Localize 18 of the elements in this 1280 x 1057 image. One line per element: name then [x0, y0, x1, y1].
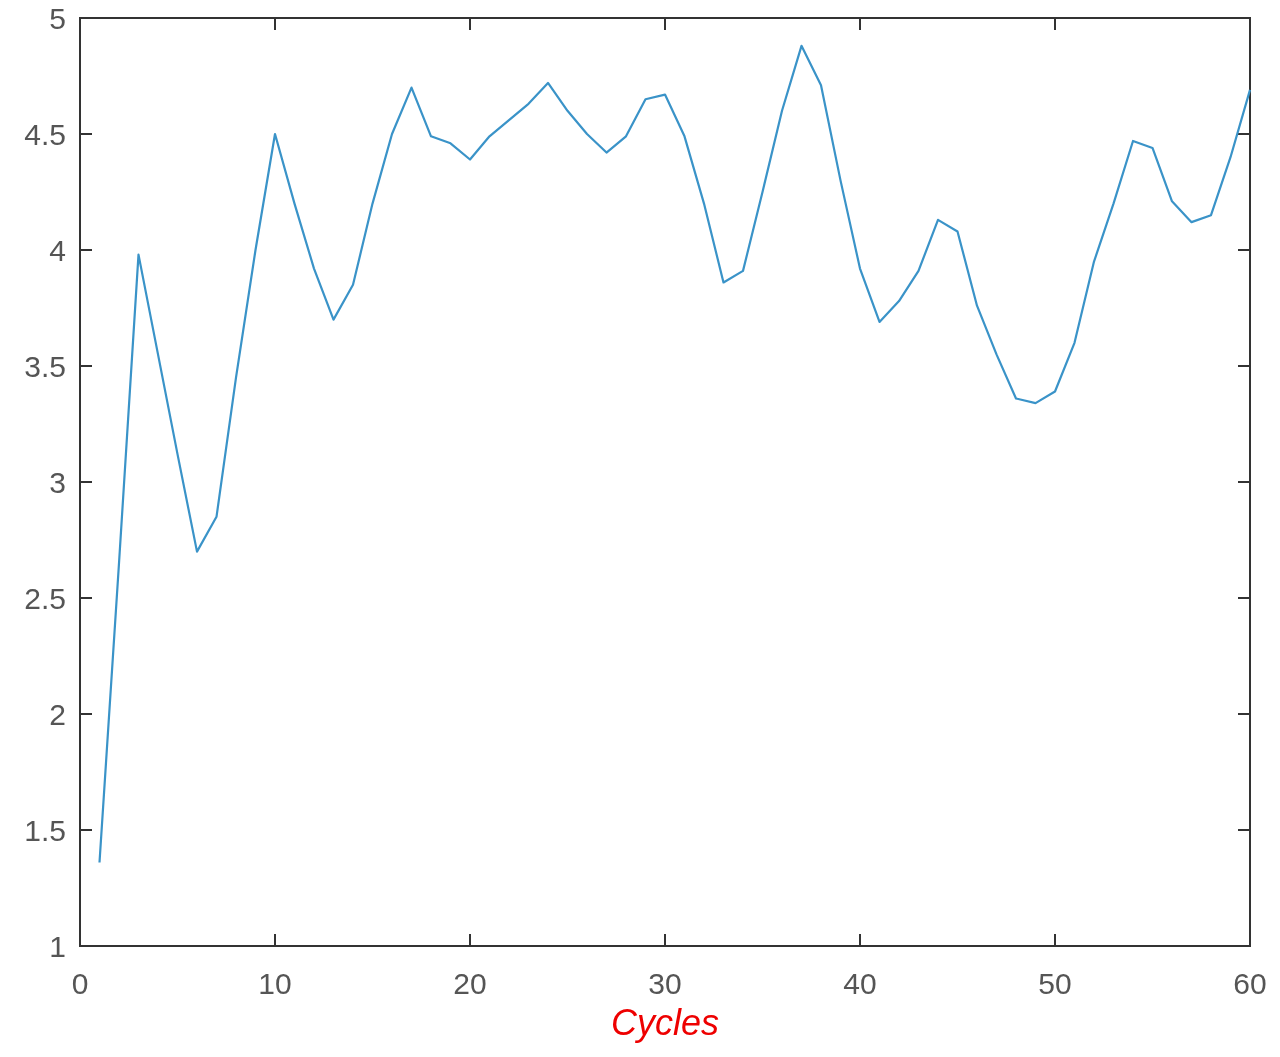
x-tick-label: 50 [1038, 967, 1072, 1000]
y-tick-label: 4 [49, 233, 66, 267]
y-tick-label: 1 [49, 929, 66, 963]
x-tick-label: 60 [1233, 967, 1267, 1000]
x-tick-label: 10 [258, 967, 292, 1000]
x-tick-label: 0 [71, 967, 89, 1000]
x-tick-label: 20 [453, 967, 487, 1000]
y-tick-label: 5 [49, 1, 66, 35]
x-axis-title: Cycles [610, 1002, 720, 1043]
y-tick-label: 2 [49, 697, 66, 731]
y-tick-label: 3.5 [24, 349, 66, 383]
y-tick-label: 1.5 [24, 813, 66, 847]
line-series [98, 44, 1252, 864]
y-tick-label: 4.5 [24, 117, 66, 151]
x-tick-label: 30 [648, 967, 682, 1000]
y-tick-label: 2.5 [24, 581, 66, 615]
x-tick-label: 40 [843, 967, 877, 1000]
y-tick-label: 3 [49, 465, 66, 499]
